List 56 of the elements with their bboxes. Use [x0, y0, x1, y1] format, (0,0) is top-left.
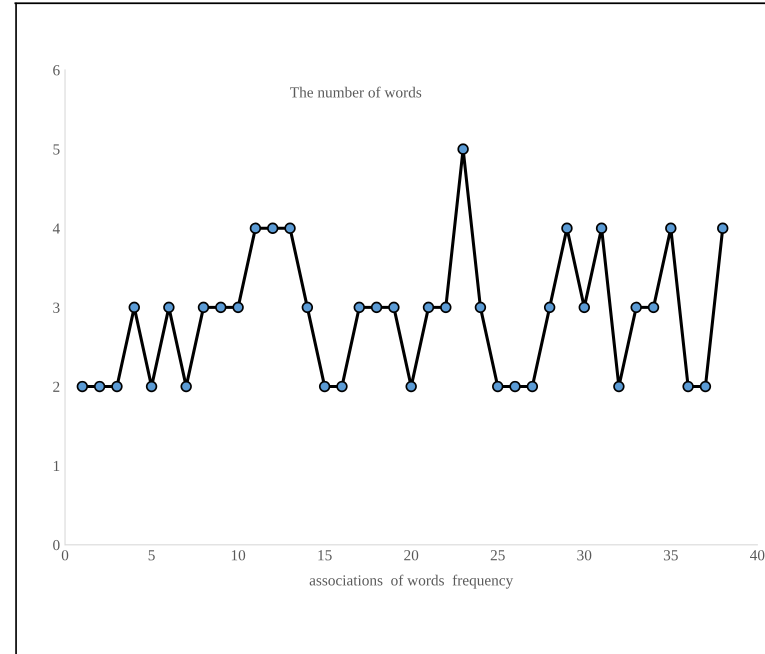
- point: [544, 302, 556, 314]
- point: [457, 143, 469, 155]
- point: [215, 302, 226, 314]
- point: [318, 380, 330, 392]
- text: The number of words: [290, 86, 422, 98]
- y-tick-label: 2: [53, 382, 60, 392]
- point: [128, 302, 140, 314]
- y-tick-label: 6: [53, 65, 60, 76]
- point: [76, 380, 88, 392]
- point: [336, 380, 348, 392]
- point: [198, 302, 210, 314]
- x-tick-label: 20: [404, 550, 418, 560]
- x-tick-label: 25: [490, 550, 505, 560]
- point: [630, 302, 642, 314]
- point: [146, 380, 158, 392]
- y-tick-label: 4: [52, 223, 60, 234]
- point: [509, 380, 521, 392]
- x-tick-label: 40: [750, 550, 764, 560]
- point: [700, 380, 712, 392]
- x-tick-label: 15: [318, 550, 332, 560]
- point: [94, 380, 106, 392]
- point: [561, 222, 573, 234]
- point: [111, 380, 123, 392]
- point: [717, 222, 728, 234]
- point: [648, 302, 660, 314]
- x-tick-label: 5: [148, 550, 155, 560]
- point: [388, 302, 400, 314]
- point: [284, 222, 296, 234]
- point: [354, 302, 365, 314]
- point: [682, 380, 694, 392]
- x-tick-label: 35: [664, 550, 678, 560]
- x-tick-label: 30: [577, 550, 592, 560]
- x-axis-title: associations of words frequency: [310, 574, 514, 589]
- point: [474, 302, 486, 314]
- point: [302, 302, 314, 314]
- y-tick-label: 0: [53, 540, 60, 550]
- x-tick-label: 0: [62, 550, 68, 560]
- point: [526, 380, 538, 392]
- y-tick-label: 5: [53, 144, 60, 155]
- point: [665, 222, 677, 234]
- point: [613, 380, 625, 392]
- point: [370, 302, 382, 314]
- point: [405, 380, 417, 392]
- point: [596, 222, 608, 234]
- point: [440, 302, 452, 314]
- point: [250, 222, 262, 234]
- y-tick-label: 1: [54, 460, 60, 471]
- y-tick-label: 3: [53, 302, 60, 313]
- x-tick-label: 10: [232, 550, 246, 560]
- point: [267, 222, 278, 234]
- point: [163, 302, 175, 314]
- point: [492, 380, 504, 392]
- point: [232, 302, 244, 314]
- point: [422, 302, 434, 314]
- point: [180, 380, 192, 392]
- point: [578, 302, 590, 314]
